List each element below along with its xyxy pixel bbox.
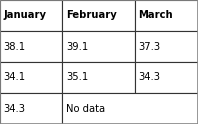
Text: March: March [138,11,173,20]
Bar [0,31,62,62]
Bar [135,62,198,93]
Bar [0,0,62,31]
Bar [62,0,135,31]
Bar [135,31,198,62]
Bar [135,0,198,31]
Text: 39.1: 39.1 [66,42,88,51]
Bar [62,62,135,93]
Text: No data: No data [66,104,105,113]
Bar [62,31,135,62]
Text: 37.3: 37.3 [138,42,160,51]
Bar [62,93,198,124]
Text: 34.3: 34.3 [4,104,26,113]
Text: 38.1: 38.1 [4,42,26,51]
Text: January: January [4,11,47,20]
Text: 34.3: 34.3 [138,73,160,82]
Text: 35.1: 35.1 [66,73,88,82]
Text: 34.1: 34.1 [4,73,26,82]
Bar [0,93,62,124]
Bar [0,62,62,93]
Text: February: February [66,11,117,20]
